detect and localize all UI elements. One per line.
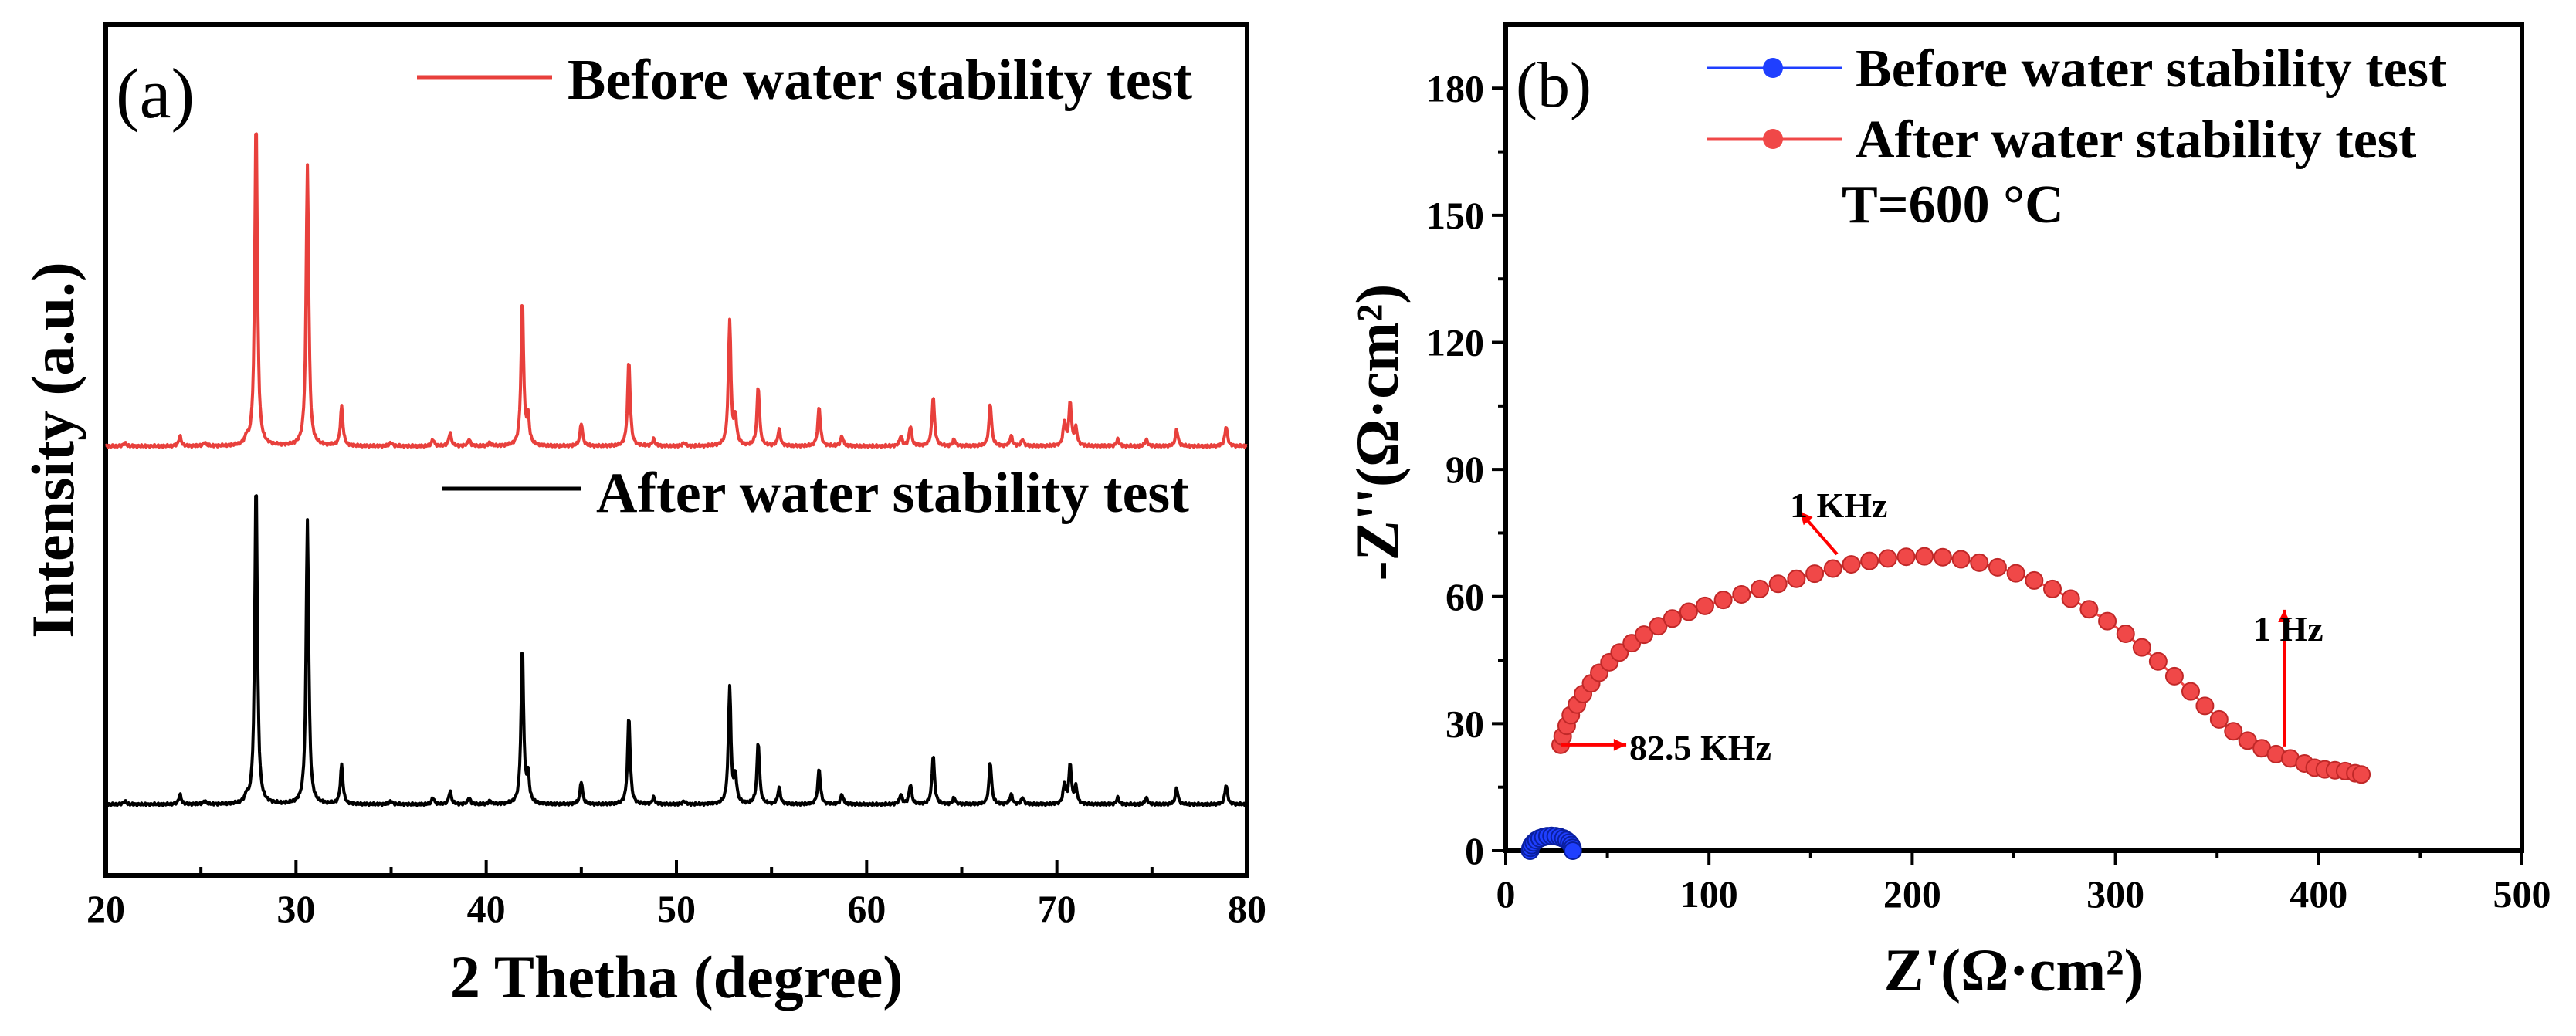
- arrow-head: [2278, 609, 2290, 623]
- b-x-tick-label: 300: [2086, 872, 2144, 916]
- b-y-tick-label: 0: [1465, 829, 1484, 872]
- a-x-tick-label: 30: [276, 887, 315, 930]
- b-before-point: [1563, 841, 1582, 860]
- b-after-point: [1679, 602, 1698, 621]
- b-after-point: [2195, 696, 2215, 716]
- panel-a-y-axis-label: Intensity (a.u.): [19, 262, 86, 638]
- b-x-tick-label: 100: [1680, 872, 1738, 916]
- b-after-point: [2181, 682, 2200, 701]
- b-after-point: [1732, 585, 1751, 604]
- b-after-point: [2352, 765, 2371, 784]
- b-after-point: [1649, 617, 1668, 636]
- panel-b-x-axis-label: Z'(Ω·cm²): [1883, 936, 2144, 1004]
- panel-a-legend-after-label: After water stability test: [596, 462, 1189, 525]
- b-after-point: [2132, 638, 2151, 657]
- a-x-tick-label: 70: [1038, 887, 1076, 930]
- b-after-point: [2043, 579, 2062, 598]
- b-after-point: [1951, 550, 1971, 569]
- panel-b-temperature-note: T=600 °C: [1842, 175, 2064, 235]
- b-after-point: [1878, 549, 1897, 568]
- b-after-point: [1988, 557, 2007, 577]
- panel-b-x-ticks: 0 100 200 300 400 500: [1496, 851, 2551, 916]
- panel-b-tag: (b): [1516, 49, 1591, 121]
- b-after-point: [2061, 589, 2080, 608]
- b-after-point: [1860, 551, 1879, 570]
- b-y-tick-label: 60: [1446, 575, 1484, 618]
- panel-a-x-ticks: 20 30 40 50 60 70 80: [86, 860, 1266, 930]
- b-after-point: [2098, 611, 2117, 631]
- panel-b-series-after-points: [1551, 547, 2371, 784]
- b-after-point: [1805, 564, 1825, 584]
- b-after-point: [1768, 574, 1788, 594]
- b-after-point: [2116, 625, 2135, 644]
- a-x-tick-label: 20: [86, 887, 125, 930]
- arrow-head: [1613, 738, 1627, 751]
- b-after-point: [1970, 553, 1989, 572]
- a-x-tick-label: 60: [847, 887, 886, 930]
- a-x-tick-label: 80: [1228, 887, 1266, 930]
- b-after-point: [1896, 547, 1916, 567]
- panel-b-legend-before-label: Before water stability test: [1856, 39, 2446, 99]
- b-after-point: [2164, 666, 2184, 686]
- b-after-point: [2006, 564, 2025, 583]
- b-y-tick-label: 150: [1426, 194, 1484, 237]
- panel-a-series-before-line: [104, 132, 1248, 449]
- a-x-tick-label: 40: [467, 887, 506, 930]
- a-x-tick-label: 50: [657, 887, 696, 930]
- panel-b-series-before-points: [1520, 826, 1582, 860]
- b-after-point: [2209, 709, 2229, 729]
- panel-b-y-axis-label: -Z''(Ω·cm²): [1344, 284, 1411, 581]
- b-after-point: [1842, 555, 1861, 574]
- b-x-tick-label: 500: [2493, 872, 2551, 916]
- b-y-tick-label: 180: [1426, 66, 1484, 110]
- panel-a-plot-frame: [103, 22, 1249, 878]
- b-after-point: [2025, 570, 2044, 590]
- panel-a-legend-before-label: Before water stability test: [568, 49, 1192, 112]
- b-after-point: [2148, 652, 2168, 671]
- b-after-point: [1634, 625, 1653, 645]
- panel-b-legend-after-label: After water stability test: [1856, 110, 2416, 170]
- b-after-point: [1751, 579, 1769, 598]
- panel-a-xrd-plot: 20 30 40 50 60 70 80 (a) Before water stabilit…: [19, 22, 1266, 1011]
- b-after-point: [1713, 591, 1733, 610]
- b-x-tick-label: 200: [1883, 872, 1941, 916]
- annotation-1hz: 1 Hz: [2253, 609, 2323, 648]
- b-after-point: [1787, 569, 1806, 588]
- panel-a-tag: (a): [116, 54, 195, 133]
- arrow-head: [1800, 511, 1813, 526]
- b-after-point: [1610, 643, 1629, 662]
- b-after-point: [2224, 722, 2243, 741]
- b-y-tick-label: 90: [1446, 448, 1484, 491]
- b-after-point: [2238, 731, 2257, 750]
- b-x-tick-label: 0: [1496, 872, 1516, 916]
- b-y-tick-label: 30: [1446, 702, 1484, 745]
- panel-b-legend-before-marker: [1763, 58, 1783, 78]
- b-after-point: [1823, 559, 1842, 578]
- panel-b-y-ticks: 0 30 60 90 120 150 180: [1426, 66, 1506, 872]
- panel-a-series-after-line: [104, 494, 1249, 807]
- annotation-82-5khz: 82.5 KHz: [1629, 728, 1771, 767]
- b-after-point: [1663, 609, 1682, 628]
- b-after-point: [2079, 600, 2099, 619]
- panel-b-annotation-arrows: [1561, 510, 2290, 751]
- b-after-point: [1933, 547, 1952, 567]
- b-y-tick-label: 120: [1426, 321, 1484, 364]
- annotation-1khz: 1 KHz: [1790, 486, 1887, 525]
- b-x-tick-label: 400: [2290, 872, 2347, 916]
- panel-a-x-axis-label: 2 Thetha (degree): [450, 943, 903, 1011]
- panel-b-legend-after-marker: [1763, 129, 1783, 149]
- b-after-point: [1915, 547, 1934, 566]
- b-after-point: [1695, 596, 1714, 615]
